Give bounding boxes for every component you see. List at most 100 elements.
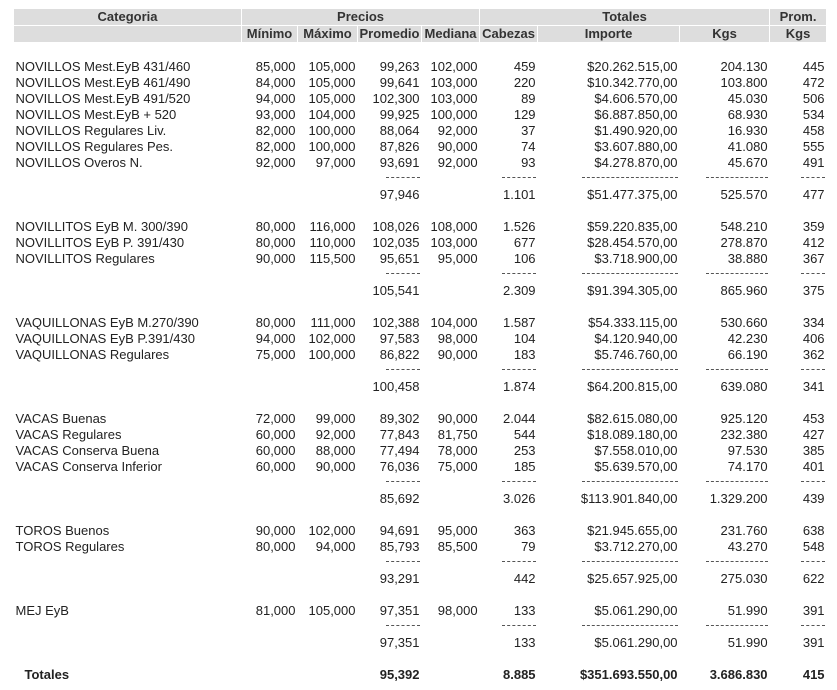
value-cell: 534	[802, 107, 825, 122]
cell	[422, 667, 480, 683]
separator	[501, 363, 536, 370]
spacer-row	[14, 299, 827, 315]
cell	[14, 379, 242, 395]
value-cell: 102,035	[372, 235, 420, 250]
value-cell: 99,641	[379, 75, 420, 90]
value-cell: 93,691	[379, 155, 420, 170]
value-cell: 82,000	[255, 123, 296, 138]
cell	[242, 171, 298, 187]
value-cell: 95,000	[437, 523, 478, 538]
category-cell: TOROS Buenos	[15, 523, 110, 538]
separator	[501, 267, 536, 274]
cell	[422, 635, 480, 651]
value-cell: 72,000	[255, 411, 296, 426]
value-cell: 491	[802, 155, 825, 170]
category-cell: VACAS Conserva Buena	[15, 443, 160, 458]
cell	[298, 267, 358, 283]
spacer-row	[14, 203, 827, 219]
value-cell: 102,000	[308, 331, 356, 346]
value-cell: 98,000	[437, 603, 478, 618]
separator-cell	[358, 267, 422, 283]
subtotal-cell: $91.394.305,00	[587, 283, 678, 298]
data-row: VACAS Conserva Buena 60,000 88,000 77,494 78…	[14, 443, 827, 459]
value-cell: 363	[513, 523, 536, 538]
data-row: NOVILLOS Regulares Pes. 82,000 100,000 87,8…	[14, 139, 827, 155]
value-cell: 85,000	[255, 59, 296, 74]
subtotal-cell: 439	[802, 491, 825, 506]
value-cell: 102,000	[308, 523, 356, 538]
category-cell: VAQUILLONAS EyB M.270/390	[15, 315, 199, 330]
data-row: VAQUILLONAS Regulares 75,000 100,000 86,822…	[14, 347, 827, 363]
subtotal-cell: 85,692	[379, 491, 420, 506]
value-cell: 95,000	[437, 251, 478, 266]
separator-cell	[480, 363, 538, 379]
category-cell: VACAS Regulares	[15, 427, 122, 442]
separator	[581, 363, 678, 370]
value-cell: 638	[802, 523, 825, 538]
value-cell: 68.930	[727, 107, 768, 122]
value-cell: $20.262.515,00	[587, 59, 678, 74]
cell	[14, 555, 242, 571]
subtotal-cell: $51.477.375,00	[587, 187, 678, 202]
subtotal-cell: 1.329.200	[709, 491, 768, 506]
separator-cell	[538, 267, 680, 283]
cell	[14, 651, 827, 667]
value-cell: 84,000	[255, 75, 296, 90]
value-cell: 458	[802, 123, 825, 138]
cell	[298, 635, 358, 651]
subtotal-cell: 442	[513, 571, 536, 586]
data-row: NOVILLOS Mest.EyB 491/520 94,000 105,000 10…	[14, 91, 827, 107]
cell	[14, 363, 242, 379]
header-cell: Máximo	[297, 25, 358, 43]
value-cell: 99,925	[379, 107, 420, 122]
totals-cell: 95,392	[379, 667, 420, 682]
separator-cell	[680, 619, 770, 635]
spacer-row	[14, 43, 827, 60]
value-cell: 548.210	[720, 219, 768, 234]
cell	[14, 43, 827, 60]
separator-cell	[358, 619, 422, 635]
cell	[14, 571, 242, 587]
totals-label: Totales	[24, 667, 70, 682]
value-cell: 401	[802, 459, 825, 474]
separator	[800, 171, 825, 178]
cell	[14, 491, 242, 507]
value-cell: 204.130	[720, 59, 768, 74]
value-cell: 66.190	[727, 347, 768, 362]
value-cell: 75,000	[255, 347, 296, 362]
subtotal-cell: 97,946	[379, 187, 420, 202]
value-cell: 45.670	[727, 155, 768, 170]
value-cell: 427	[802, 427, 825, 442]
value-cell: 548	[802, 539, 825, 554]
value-cell: $28.454.570,00	[587, 235, 678, 250]
totals-row: Totales 95,392 8.885 $351.693.550,00 3.686.8…	[14, 667, 827, 683]
cell	[14, 587, 827, 603]
value-cell: 412	[802, 235, 825, 250]
header-cell: Mediana	[420, 25, 481, 43]
value-cell: 60,000	[255, 459, 296, 474]
cell	[422, 283, 480, 299]
cell	[422, 571, 480, 587]
separator-row	[14, 619, 827, 635]
subtotal-cell: $113.901.840,00	[580, 491, 678, 506]
value-cell: 74	[521, 139, 536, 154]
value-cell: 102,300	[372, 91, 420, 106]
subtotal-cell: 1.874	[503, 379, 536, 394]
category-cell: NOVILLITOS EyB M. 300/390	[15, 219, 188, 234]
separator	[385, 363, 420, 370]
separator-cell	[770, 363, 827, 379]
totals-cell: 8.885	[503, 667, 536, 682]
separator-cell	[480, 619, 538, 635]
value-cell: 220	[513, 75, 536, 90]
cell	[242, 379, 298, 395]
cell	[298, 619, 358, 635]
value-cell: $4.120.940,00	[594, 331, 678, 346]
cell	[14, 267, 242, 283]
value-cell: 472	[802, 75, 825, 90]
spacer-row	[14, 395, 827, 411]
separator	[581, 267, 678, 274]
separator-cell	[358, 475, 422, 491]
separator-cell	[538, 363, 680, 379]
category-cell: NOVILLITOS EyB P. 391/430	[15, 235, 185, 250]
cell	[242, 555, 298, 571]
